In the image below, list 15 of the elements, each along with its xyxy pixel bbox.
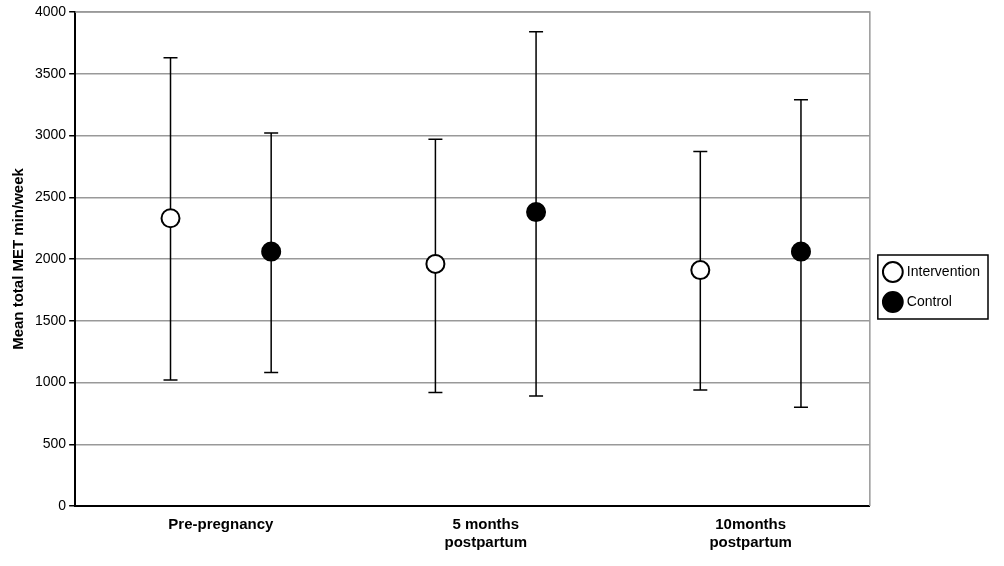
y-tick-label: 3500 <box>34 64 67 81</box>
y-tick-label: 3000 <box>34 126 67 143</box>
y-tick-label: 1500 <box>34 311 67 328</box>
y-axis-title: Mean total MET min/week <box>9 167 27 350</box>
y-tick-label: 0 <box>58 496 67 513</box>
legend-label: Intervention <box>906 262 981 279</box>
y-tick-label: 2000 <box>34 249 67 266</box>
legend-label: Control <box>906 292 952 309</box>
y-tick-label: 500 <box>42 435 67 452</box>
y-tick-label: 2500 <box>34 188 67 205</box>
x-tick-label: 10months postpartum <box>709 515 792 551</box>
y-tick-label: 4000 <box>34 2 67 19</box>
x-tick-label: 5 months postpartum <box>444 515 527 551</box>
y-tick-label: 1000 <box>34 373 67 390</box>
x-tick-label: Pre-pregnancy <box>168 515 275 533</box>
